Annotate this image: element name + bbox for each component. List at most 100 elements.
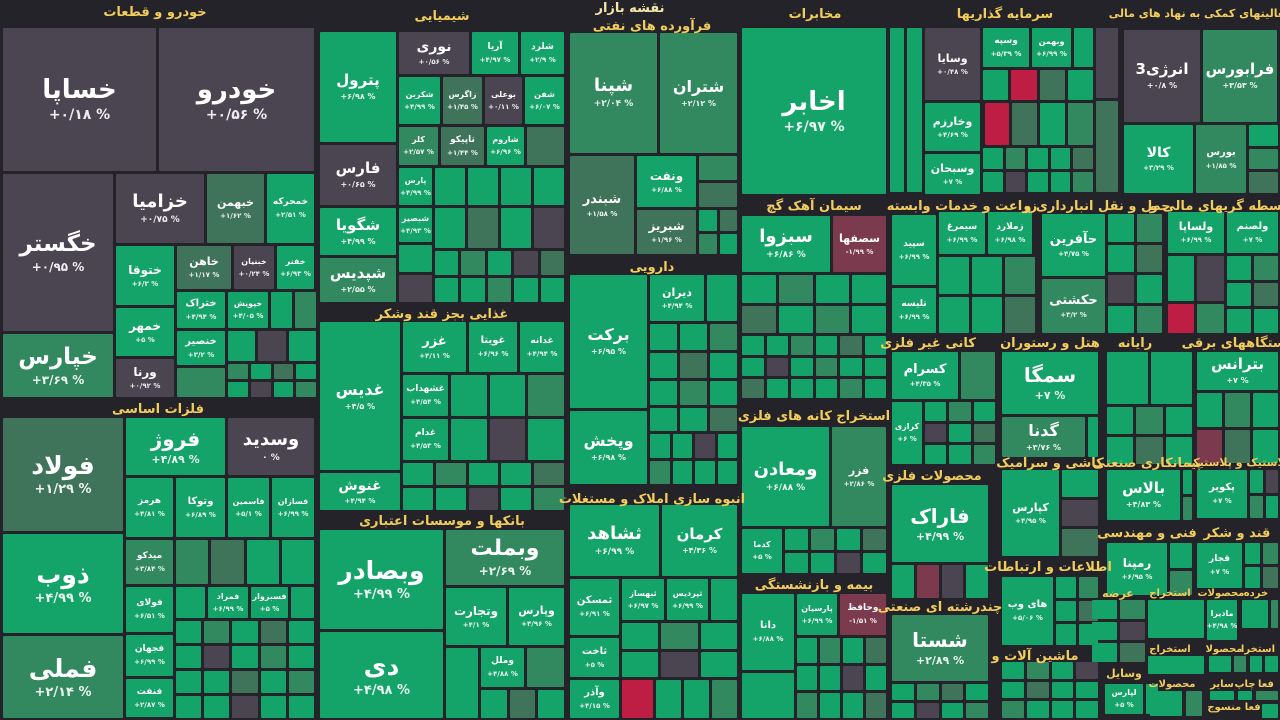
- stock-tile-small[interactable]: [435, 251, 459, 275]
- stock-tile-small[interactable]: [1136, 407, 1163, 434]
- stock-tile-small[interactable]: [650, 352, 677, 378]
- stock-tile-small[interactable]: [1227, 309, 1251, 333]
- stock-tile-small[interactable]: [892, 684, 914, 700]
- stock-tile[interactable]: فملی +۲/۱۴ %: [3, 636, 123, 718]
- stock-tile-small[interactable]: [540, 251, 564, 275]
- stock-tile-small[interactable]: [661, 623, 698, 649]
- stock-tile[interactable]: شتران +۲/۱۲ %: [660, 33, 737, 153]
- stock-tile-small[interactable]: [232, 696, 258, 718]
- stock-tile-small[interactable]: [797, 638, 817, 663]
- stock-tile-small[interactable]: [1062, 470, 1098, 497]
- stock-tile-small[interactable]: [650, 324, 677, 350]
- stock-tile[interactable]: ثمسکن +۶/۹۱ %: [570, 579, 619, 635]
- stock-tile-small[interactable]: [695, 434, 715, 458]
- stock-tile-small[interactable]: [1005, 257, 1035, 294]
- stock-tile[interactable]: خودرو +۰/۵۶ %: [159, 28, 314, 171]
- stock-tile[interactable]: وسایا +۰/۴۸ %: [925, 28, 980, 100]
- stock-tile-small[interactable]: [961, 352, 995, 399]
- stock-tile-small[interactable]: [1262, 704, 1278, 718]
- stock-tile-small[interactable]: [534, 463, 564, 485]
- stock-tile-small[interactable]: [778, 275, 813, 303]
- stock-tile-small[interactable]: [811, 529, 834, 550]
- stock-tile-small[interactable]: [501, 488, 532, 510]
- stock-tile[interactable]: خپویش +۴/۰۵ %: [228, 292, 268, 328]
- stock-tile-small[interactable]: [672, 434, 692, 458]
- stock-tile-small[interactable]: [435, 463, 466, 485]
- stock-tile-small[interactable]: [1165, 437, 1192, 464]
- stock-tile-small[interactable]: [489, 375, 526, 416]
- stock-tile-small[interactable]: [622, 680, 653, 718]
- stock-tile-small[interactable]: [1265, 495, 1278, 518]
- stock-tile-small[interactable]: [291, 587, 314, 618]
- stock-tile-small[interactable]: [949, 423, 971, 443]
- stock-tile[interactable]: سبزوا +۶/۸۶ %: [742, 216, 830, 272]
- stock-tile-small[interactable]: [1254, 309, 1278, 333]
- stock-tile-small[interactable]: [1197, 256, 1224, 301]
- stock-tile-small[interactable]: [1002, 681, 1024, 699]
- stock-tile[interactable]: کپارس +۴/۹۵ %: [1002, 470, 1059, 556]
- stock-tile[interactable]: فاراک +۴/۹۹ %: [892, 485, 988, 562]
- stock-tile[interactable]: خبهمن +۱/۶۲ %: [207, 174, 264, 243]
- stock-tile-small[interactable]: [863, 529, 886, 550]
- stock-tile-small[interactable]: [811, 552, 834, 573]
- stock-tile-small[interactable]: [766, 357, 788, 377]
- stock-tile-small[interactable]: [1040, 103, 1065, 145]
- stock-tile-small[interactable]: [661, 651, 698, 677]
- stock-tile-small[interactable]: [1249, 148, 1278, 170]
- stock-tile-small[interactable]: [1002, 701, 1024, 718]
- stock-tile-small[interactable]: [176, 646, 202, 668]
- stock-tile-small[interactable]: [540, 278, 564, 302]
- stock-tile[interactable]: سمگا +۷ %: [1002, 352, 1098, 414]
- stock-tile[interactable]: غزر +۴/۱۱ %: [403, 322, 466, 372]
- stock-tile-small[interactable]: [1026, 681, 1049, 699]
- stock-tile-small[interactable]: [204, 621, 230, 643]
- stock-tile-small[interactable]: [972, 296, 1002, 333]
- stock-tile-small[interactable]: [820, 693, 840, 718]
- stock-tile[interactable]: تاپیکو +۱/۴۴ %: [441, 127, 484, 165]
- stock-tile-small[interactable]: [176, 587, 205, 618]
- stock-tile-small[interactable]: [1186, 691, 1202, 716]
- stock-tile-small[interactable]: [966, 565, 988, 598]
- stock-tile-small[interactable]: [451, 375, 487, 416]
- stock-tile-small[interactable]: [1096, 28, 1118, 98]
- stock-tile-small[interactable]: [983, 171, 1003, 192]
- stock-tile[interactable]: وبهمن +۶/۹۹ %: [1032, 28, 1071, 67]
- stock-tile-small[interactable]: [534, 208, 564, 248]
- stock-tile-small[interactable]: [296, 382, 316, 397]
- stock-tile[interactable]: بوعلی +۰/۱۱ %: [485, 77, 522, 124]
- stock-tile-small[interactable]: [916, 565, 939, 598]
- stock-tile-small[interactable]: [1056, 624, 1076, 645]
- stock-tile-small[interactable]: [1076, 701, 1098, 718]
- stock-tile-small[interactable]: [925, 445, 947, 464]
- stock-tile-small[interactable]: [866, 638, 886, 663]
- stock-tile-small[interactable]: [699, 210, 717, 231]
- stock-tile-small[interactable]: [1209, 656, 1231, 672]
- stock-tile-small[interactable]: [684, 680, 709, 718]
- stock-tile[interactable]: تلیسه +۶/۹۹ %: [892, 288, 936, 333]
- stock-tile-small[interactable]: [1245, 567, 1260, 588]
- stock-tile-small[interactable]: [973, 445, 995, 464]
- stock-tile-small[interactable]: [742, 275, 776, 303]
- stock-tile[interactable]: خاهن +۱/۱۷ %: [177, 246, 231, 289]
- stock-tile-small[interactable]: [710, 324, 737, 350]
- stock-tile-small[interactable]: [1263, 567, 1278, 588]
- stock-tile-small[interactable]: [699, 233, 717, 254]
- stock-tile-small[interactable]: [489, 419, 526, 460]
- stock-tile[interactable]: ولصنم +۷ %: [1227, 212, 1278, 253]
- stock-tile-small[interactable]: [1225, 393, 1250, 427]
- stock-tile[interactable]: وملل +۴/۸۸ %: [481, 648, 524, 687]
- stock-tile-small[interactable]: [501, 208, 531, 248]
- stock-tile[interactable]: ومعادن +۶/۸۸ %: [742, 427, 829, 526]
- stock-tile-small[interactable]: [815, 305, 850, 333]
- stock-tile-small[interactable]: [273, 364, 294, 379]
- stock-tile[interactable]: وسپه +۵/۳۹ %: [983, 28, 1029, 67]
- stock-tile[interactable]: وپارس +۴/۹۶ %: [509, 588, 564, 645]
- stock-tile[interactable]: دی +۴/۹۸ %: [320, 632, 443, 718]
- stock-tile-small[interactable]: [1263, 543, 1278, 564]
- stock-tile[interactable]: های وب +۵/۰۶ %: [1002, 577, 1053, 645]
- stock-tile[interactable]: فمراد +۶/۹۹ %: [208, 587, 248, 618]
- stock-tile-small[interactable]: [742, 305, 776, 333]
- stock-tile-small[interactable]: [1183, 470, 1192, 494]
- stock-tile-small[interactable]: [1076, 681, 1098, 699]
- stock-tile-small[interactable]: [176, 696, 202, 718]
